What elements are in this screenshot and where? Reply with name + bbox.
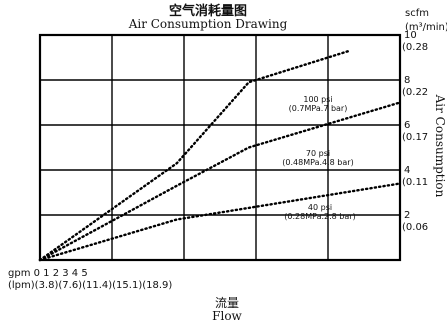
y-tick-label-scfm: 10: [404, 30, 417, 41]
series-label-metric: (0.28MPa.2.8 bar): [284, 212, 355, 221]
y-axis-label: Air Consumption: [433, 94, 447, 198]
series-line: [38, 182, 402, 262]
y-tick-label-scfm: 4: [404, 165, 410, 176]
y-tick-label-m3min: (0.22: [402, 87, 428, 98]
chart-title-cn: 空气消耗量图: [169, 3, 247, 19]
x-tick-labels-lpm: (lpm)(3.8)(7.6)(11.4)(15.1)(18.9): [8, 280, 172, 291]
y-tick-label-m3min: (0.28: [402, 42, 428, 53]
plot-grid: [38, 33, 402, 262]
series-label-metric: (0.48MPa.4.8 bar): [282, 158, 353, 167]
x-axis-label-cn: 流量: [215, 296, 239, 310]
y-tick-label-scfm: 8: [404, 75, 410, 86]
series-line: [38, 49, 351, 262]
series-line: [38, 101, 402, 262]
chart-title: Air Consumption Drawing: [128, 17, 288, 31]
y-tick-label-scfm: 6: [404, 120, 410, 131]
y-tick-label-m3min: (0.11: [402, 177, 428, 188]
y-tick-labels: 2(0.06 4(0.11 6(0.17 8(0.22 10(0.28: [402, 30, 428, 233]
y-tick-label-m3min: (0.06: [402, 222, 428, 233]
y-tick-label-scfm: 2: [404, 210, 410, 221]
plot-frame: [38, 33, 402, 262]
series-label-pressure: 40 psi: [308, 203, 332, 212]
series-label-metric: (0.7MPa.7 bar): [289, 104, 348, 113]
y-unit-scfm: scfm: [405, 8, 429, 19]
x-axis-label: Flow: [212, 309, 242, 323]
x-tick-labels-gpm: gpm 0 1 2 3 4 5: [8, 268, 88, 279]
y-tick-label-m3min: (0.17: [402, 132, 428, 143]
series-label-pressure: 100 psi: [303, 95, 332, 104]
series-label-pressure: 70 psi: [306, 149, 330, 158]
series-lines: 100 psi(0.7MPa.7 bar) 70 psi(0.48MPa.4.8 …: [38, 49, 402, 262]
y-unit-m3min: (m³/min): [405, 22, 447, 33]
